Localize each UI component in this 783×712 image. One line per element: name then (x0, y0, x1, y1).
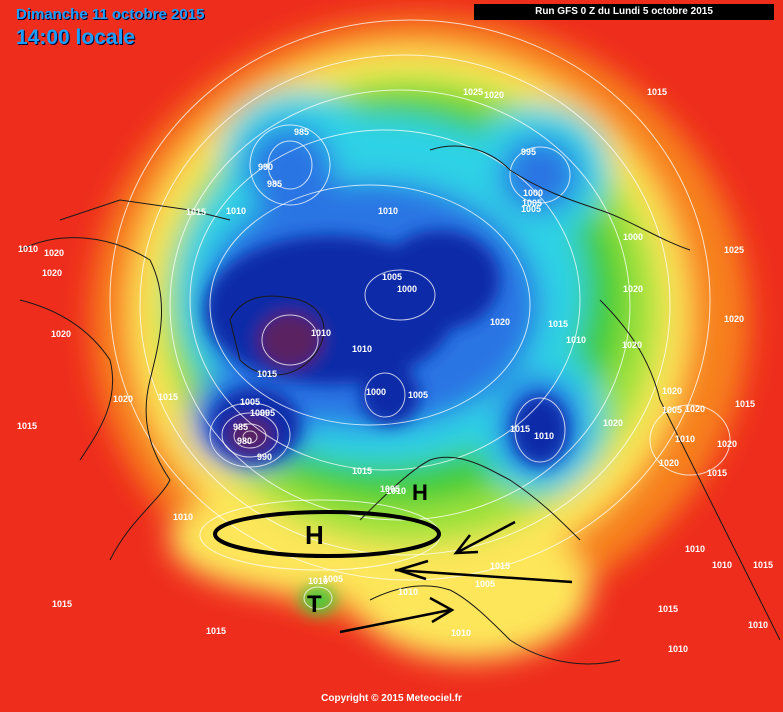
isobar-label: 1025 (724, 245, 744, 255)
isobar-label: 1010 (748, 620, 768, 630)
isobar-label: 1000 (397, 284, 417, 294)
isobar-label: 1015 (352, 466, 372, 476)
isobar-label: 1015 (658, 604, 678, 614)
isobar-label: 1000 (366, 387, 386, 397)
isobar-label: 1000 (523, 188, 543, 198)
isobar-label: 1020 (44, 248, 64, 258)
isobar-label: 995 (260, 408, 275, 418)
forecast-time: 14:00 locale (16, 26, 136, 49)
isobar-label: 1010 (675, 434, 695, 444)
color-field-core (205, 230, 568, 614)
isobar-label: 1020 (603, 418, 623, 428)
isobar-label: 1010 (668, 644, 688, 654)
high-pressure-mark: H (305, 520, 324, 550)
isobar-label: 1015 (17, 421, 37, 431)
isobar-label: 1015 (735, 399, 755, 409)
isobar-lines (109, 19, 731, 610)
high-pressure-outline (213, 510, 441, 558)
isobar-label: 1005 (380, 484, 400, 494)
high-pressure-mark-2: H (412, 480, 428, 505)
isobar-label: 1020 (490, 317, 510, 327)
isobar-label: 1020 (662, 386, 682, 396)
isobar-label: 990 (257, 452, 272, 462)
isobar-label: 1020 (659, 458, 679, 468)
isobar-label: 995 (521, 147, 536, 157)
model-run: Run GFS 0 Z du Lundi 5 octobre 2015 (474, 4, 774, 20)
isobar-label: 1015 (257, 369, 277, 379)
isobar-label: 1015 (186, 207, 206, 217)
flow-arrows (339, 520, 573, 634)
isobar-label: 1010 (685, 544, 705, 554)
isobar-label: 1015 (707, 468, 727, 478)
copyright: Copyright © 2015 Meteociel.fr (321, 693, 462, 704)
isobar-label: 1020 (717, 439, 737, 449)
isobar-label: 1005 (323, 574, 343, 584)
arrow-east-upper-head (453, 534, 479, 555)
isobar-label: 1005 (521, 204, 541, 214)
isobar-label: 985 (233, 422, 248, 432)
isobar-label: 1015 (206, 626, 226, 636)
isobar-label: 985 (267, 179, 282, 189)
isobar-label: 985 (294, 127, 309, 137)
isobar-label: 1010 (712, 560, 732, 570)
isobar-label: 1015 (158, 392, 178, 402)
isobar-label: 1020 (622, 340, 642, 350)
arrow-southwest-head (429, 596, 455, 624)
arrow-southwest (339, 608, 451, 634)
isobar-label: 1020 (685, 404, 705, 414)
isobar-label: 1010 (398, 587, 418, 597)
isobar-label: 990 (258, 162, 273, 172)
isobar-label: 1010 (352, 344, 372, 354)
isobar-label: 1010 (534, 431, 554, 441)
isobar-label: 1020 (51, 329, 71, 339)
isobar-label: 1015 (510, 424, 530, 434)
isobar-label: 1005 (662, 405, 682, 415)
isobar-label: 1010 (386, 486, 406, 496)
low-pressure-mark: T (307, 591, 322, 618)
coastlines (19, 145, 781, 665)
isobar-label: 1010 (226, 206, 246, 216)
isobar-label: 980 (237, 436, 252, 446)
isobar-label: 1020 (484, 90, 504, 100)
isobar-label: 1010 (566, 335, 586, 345)
isobar-label: 1010 (18, 244, 38, 254)
isobar-label: 1010 (451, 628, 471, 638)
arrow-east-upper (457, 520, 516, 554)
isobar-label: 1000 (250, 408, 270, 418)
isobar-label: 1010 (173, 512, 193, 522)
isobar-label: 1025 (463, 87, 483, 97)
isobar-label: 1015 (490, 561, 510, 571)
isobar-label: 1005 (240, 397, 260, 407)
isobar-label: 1015 (753, 560, 773, 570)
isobar-label: 1015 (647, 87, 667, 97)
isobar-label: 1020 (42, 268, 62, 278)
isobar-label: 1005 (408, 390, 428, 400)
forecast-date: Dimanche 11 octobre 2015 (16, 6, 205, 23)
isobar-label: 1020 (113, 394, 133, 404)
arrow-east-middle-head (393, 559, 429, 581)
isobar-label: 1015 (548, 319, 568, 329)
isobar-label: 1010 (378, 206, 398, 216)
isobar-label: 1005 (522, 198, 542, 208)
isobar-label: 1005 (475, 579, 495, 589)
isobar-label: 1015 (52, 599, 72, 609)
arrow-east-middle (394, 568, 573, 584)
isobar-label: 1005 (382, 272, 402, 282)
isobar-label: 1020 (724, 314, 744, 324)
isobar-label: 1010 (311, 328, 331, 338)
isobar-label: 1000 (623, 232, 643, 242)
isobar-label: 1020 (623, 284, 643, 294)
isobar-label: 1010 (308, 576, 328, 586)
